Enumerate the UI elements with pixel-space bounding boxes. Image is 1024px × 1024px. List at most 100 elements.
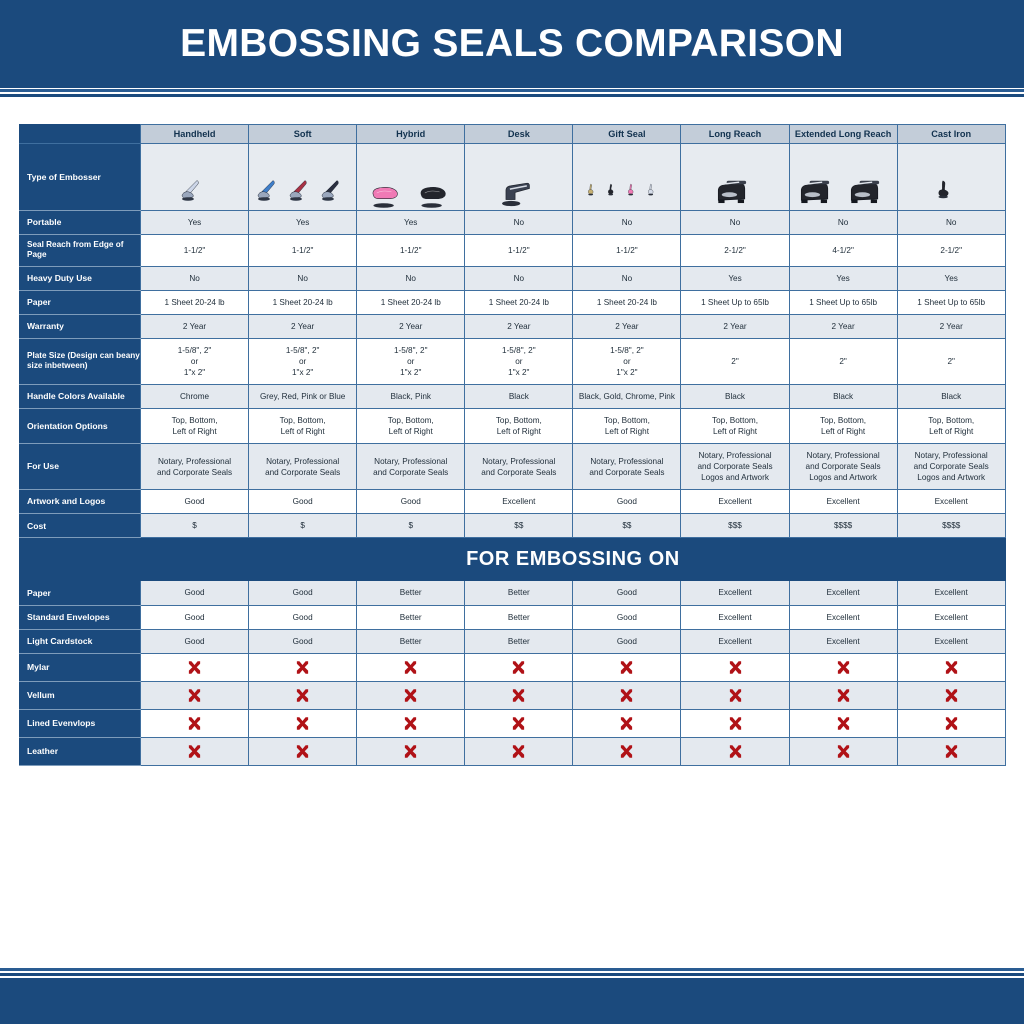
cell-line: Left of Right xyxy=(604,427,649,437)
section-banner-corner xyxy=(19,537,141,582)
cell-line: or xyxy=(299,356,307,366)
table-row-type-of-embosser: Type of Embosser xyxy=(19,143,1006,211)
cell-warranty-long-reach: 2 Year xyxy=(680,313,790,339)
cell-line: Good xyxy=(616,588,637,598)
cell-heavy-duty-use-cast-iron: Yes xyxy=(896,265,1006,291)
cell-light-cardstock-cast-iron: Excellent xyxy=(896,628,1006,654)
embosser-image-cell-soft xyxy=(248,143,358,211)
cell-handle-colors-available-cast-iron: Black xyxy=(896,383,1006,410)
footer-rule-lower xyxy=(0,973,1024,976)
cell-portable-cast-iron: No xyxy=(896,209,1006,236)
column-header-long-reach: Long Reach xyxy=(680,124,790,144)
cell-mylar-extended-long-reach xyxy=(788,652,898,682)
column-header-handheld: Handheld xyxy=(139,124,250,144)
cell-line: and Corporate Seals xyxy=(481,467,557,477)
comparison-table-wrap: Handheld Soft Hybrid Desk Gift Seal Long… xyxy=(19,124,1006,766)
embosser-image-strip xyxy=(357,154,464,210)
cell-line: No xyxy=(945,218,957,227)
cell-line: 1-5/8", 2" xyxy=(393,345,428,355)
cell-line: Excellent xyxy=(934,612,968,622)
row-label-handle-colors-available: Handle Colors Available xyxy=(19,383,141,410)
cell-line: Excellent xyxy=(718,497,752,507)
cell-line: Notary, Professional xyxy=(374,456,448,466)
row-label-portable: Portable xyxy=(19,209,141,236)
cell-standard-envelopes-long-reach: Excellent xyxy=(680,604,790,630)
cell-artwork-and-logos-extended-long-reach: Excellent xyxy=(788,489,898,515)
cell-vellum-extended-long-reach xyxy=(788,680,898,710)
cell-mylar-handheld xyxy=(139,652,250,682)
cell-line: Better xyxy=(507,636,530,646)
cell-line: Excellent xyxy=(826,497,860,507)
cell-line: Good xyxy=(184,612,205,622)
cell-cost-desk: $$ xyxy=(464,513,574,539)
cell-line: $$$ xyxy=(728,521,742,531)
embosser-icon xyxy=(647,183,654,196)
cell-line: Top, Bottom, xyxy=(387,416,434,425)
cell-line: or xyxy=(515,356,523,366)
row-label-artwork-and-logos: Artwork and Logos xyxy=(19,489,141,515)
cell-line: Notary, Professional xyxy=(590,456,664,466)
cell-line: Excellent xyxy=(934,636,968,646)
row-label-light-cardstock: Light Cardstock xyxy=(19,628,141,654)
cell-line: Good xyxy=(292,497,313,507)
embosser-icon xyxy=(801,180,830,204)
table-corner-cell xyxy=(19,124,141,144)
row-label-heavy-duty-use: Heavy Duty Use xyxy=(19,265,141,291)
cell-line: and Corporate Seals xyxy=(265,467,341,477)
table-row-lined-evenvlops: Lined Evenvlops xyxy=(19,708,1006,738)
x-mark-icon xyxy=(403,660,418,675)
embosser-icon xyxy=(587,183,594,196)
cell-line: Better xyxy=(399,612,422,622)
cell-line: Excellent xyxy=(718,612,752,622)
cell-line: 1 Sheet 20-24 lb xyxy=(272,297,333,307)
cell-line: or xyxy=(407,356,415,366)
embosser-icon xyxy=(372,187,398,208)
embosser-image-cell-desk xyxy=(464,143,574,211)
cell-line: 1"x 2" xyxy=(616,367,638,377)
cell-line: 2 Year xyxy=(615,321,639,331)
cell-paper-gift-seal: 1 Sheet 20-24 lb xyxy=(572,289,682,315)
cell-line: 1 Sheet 20-24 lb xyxy=(380,297,441,307)
cell-line: Left of Right xyxy=(712,427,758,437)
cell-warranty-gift-seal: 2 Year xyxy=(572,313,682,339)
row-label-orientation-options: Orientation Options xyxy=(19,407,141,445)
cell-line: $ xyxy=(192,521,197,531)
cell-line: 1-1/2" xyxy=(508,245,530,255)
x-mark-icon xyxy=(944,716,959,731)
column-header-extended-long-reach: Extended Long Reach xyxy=(788,124,898,144)
cell-orientation-options-long-reach: Top, Bottom, Left of Right xyxy=(680,407,790,445)
cell-line: 1 Sheet Up to 65lb xyxy=(701,297,769,307)
cell-line: 2-1/2" xyxy=(940,245,962,255)
x-mark-icon xyxy=(295,660,310,675)
table-row-plate-size-design-can-beany-size-inbetwe: Plate Size (Design can beany size inbetw… xyxy=(19,337,1006,385)
cell-line: No xyxy=(729,218,741,227)
cell-portable-extended-long-reach: No xyxy=(788,209,898,236)
cell-line: 1-1/2" xyxy=(291,245,314,255)
cell-handle-colors-available-extended-long-reach: Black xyxy=(788,383,898,410)
cell-plate-size-design-can-beany-size-inbetwe-gift-seal: 1-5/8", 2" or 1"x 2" xyxy=(572,337,682,385)
cell-cost-hybrid: $ xyxy=(356,513,466,539)
cell-vellum-long-reach xyxy=(680,680,790,710)
cell-paper-extended-long-reach: 1 Sheet Up to 65lb xyxy=(788,289,898,315)
cell-line: and Corporate Seals xyxy=(805,462,881,472)
embosser-image-strip xyxy=(681,154,788,210)
page-banner: EMBOSSING SEALS COMPARISON xyxy=(0,0,1024,88)
cell-line: No xyxy=(513,218,525,227)
cell-plate-size-design-can-beany-size-inbetwe-long-reach: 2" xyxy=(680,337,790,385)
cell-line: and Corporate Seals xyxy=(697,462,773,472)
embosser-image-strip xyxy=(249,154,356,210)
cell-paper-cast-iron: Excellent xyxy=(896,580,1006,606)
embosser-icon xyxy=(717,180,747,204)
cell-line: No xyxy=(189,273,200,283)
cell-for-use-gift-seal: Notary, Professional and Corporate Seals xyxy=(572,443,682,491)
cell-heavy-duty-use-handheld: No xyxy=(139,265,250,291)
cell-line: 1 Sheet 20-24 lb xyxy=(164,297,225,307)
table-row-paper: Paper Good Good Better Better Good Excellent Ex… xyxy=(19,580,1006,606)
cell-line: Left of Right xyxy=(496,427,541,437)
cell-seal-reach-from-edge-of-page-soft: 1-1/2" xyxy=(248,234,358,267)
cell-handle-colors-available-soft: Grey, Red, Pink or Blue xyxy=(248,383,358,410)
x-mark-icon xyxy=(728,716,743,731)
cell-line: 2 Year xyxy=(507,321,531,331)
cell-line: $$ xyxy=(622,521,632,531)
